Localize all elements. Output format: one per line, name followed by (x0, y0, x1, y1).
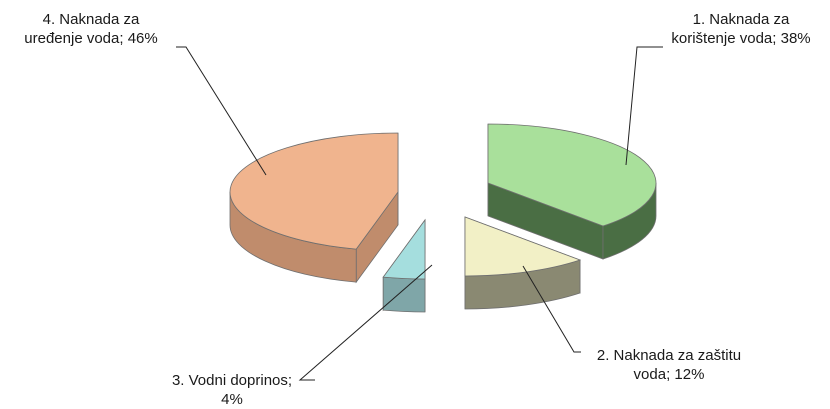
data-label-4-naknada-za-ure-enje-voda: 4. Naknada za uređenje voda; 46% (24, 11, 157, 47)
slice-4-naknada-za-ure-enje-voda (229, 132, 399, 284)
data-label-line: korištenje voda; 38% (671, 30, 810, 47)
leader-line-2-naknada-za-za-titu-voda (522, 265, 581, 353)
data-label-line: uređenje voda; 46% (24, 30, 157, 47)
data-label-line: voda; 12% (634, 366, 705, 383)
slice-1-naknada-za-kori-tenje-voda (487, 123, 657, 260)
slice-rim-3-vodni-doprinos (382, 276, 426, 313)
slice-top-1-naknada-za-kori-tenje-voda (487, 123, 657, 227)
slice-2-naknada-za-za-titu-voda (464, 216, 582, 310)
data-label-2-naknada-za-za-titu-voda: 2. Naknada za zaštitu voda; 12% (597, 347, 741, 383)
leader-line-4-naknada-za-ure-enje-voda (176, 46, 267, 176)
leader-line-3-vodni-doprinos (298, 264, 433, 381)
data-label-line: 4. Naknada za (43, 11, 140, 28)
slice-top-4-naknada-za-ure-enje-voda (229, 132, 399, 250)
data-label-1-naknada-za-kori-tenje-voda: 1. Naknada za korištenje voda; 38% (671, 11, 810, 47)
leader-line-1-naknada-za-kori-tenje-voda (625, 46, 663, 166)
data-label-line: 1. Naknada za (693, 11, 790, 28)
slice-3-vodni-doprinos (382, 218, 426, 313)
data-label-3-vodni-doprinos: 3. Vodni doprinos; 4% (172, 372, 292, 408)
data-label-line: 4% (221, 391, 243, 408)
data-label-line: 2. Naknada za zaštitu (597, 347, 741, 364)
data-label-line: 3. Vodni doprinos; (172, 372, 292, 389)
slice-top-3-vodni-doprinos (382, 218, 426, 280)
